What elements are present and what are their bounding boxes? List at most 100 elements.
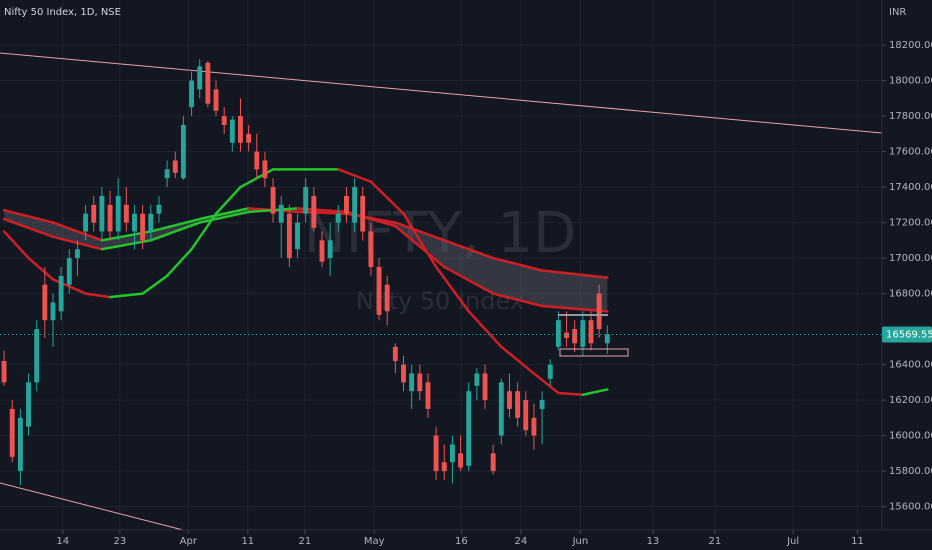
candle-body (580, 320, 586, 347)
candle-body (238, 116, 243, 143)
candle-body (17, 417, 23, 472)
band-fill (4, 208, 608, 312)
last-price-tag (882, 326, 932, 343)
ma-segment (84, 292, 112, 299)
x-tick-label: 24 (515, 536, 528, 547)
candle-body (107, 204, 113, 232)
candle-body (458, 453, 464, 468)
candle-body (401, 364, 406, 383)
candle-body (213, 89, 219, 111)
candle-body (66, 258, 72, 285)
ma-segment (149, 217, 201, 233)
y-tick-label: 17400.00 (889, 182, 932, 193)
candle-body (360, 195, 366, 232)
x-tick-label: 16 (455, 536, 468, 547)
y-tick-label: 17600.00 (889, 147, 932, 158)
candle-body (286, 213, 292, 259)
ma-segment (500, 345, 536, 375)
candle-body (547, 364, 553, 379)
y-tick-label: 18000.00 (889, 76, 932, 87)
candle-body (180, 124, 186, 179)
candle-body (368, 231, 374, 267)
ma-segment (198, 207, 250, 221)
y-tick-label: 16400.00 (889, 360, 932, 371)
x-tick-label: 14 (56, 536, 69, 547)
ma-segment (443, 239, 495, 260)
x-tick-label: 23 (113, 536, 126, 547)
ma-segment (394, 224, 446, 269)
candle-body (343, 195, 349, 214)
candle-body (58, 275, 64, 312)
x-tick-label: 13 (647, 536, 660, 547)
candle-body (588, 320, 594, 344)
ma-segment (581, 388, 609, 396)
candle-body (335, 213, 341, 223)
x-tick-label: 21 (299, 536, 312, 547)
ma-segment (434, 265, 470, 313)
ma-segment (491, 256, 544, 272)
ma-segment (337, 168, 373, 184)
x-tick-label: 11 (851, 536, 864, 547)
candle-body (189, 80, 195, 108)
candle-body (278, 204, 284, 223)
candle-body (425, 382, 431, 409)
candle-body (474, 373, 480, 386)
ma-segment (51, 221, 104, 242)
ma-segment (149, 221, 201, 242)
candle-body (197, 66, 203, 90)
ma-segment (540, 304, 609, 313)
ma-segment (491, 292, 544, 308)
y-tick-label: 16200.00 (889, 395, 932, 406)
y-tick-label: 17200.00 (889, 218, 932, 229)
ma-segment (557, 391, 585, 396)
y-tick-label: 16800.00 (889, 289, 932, 300)
candle-body (531, 417, 537, 436)
candle-body (1, 361, 7, 383)
candle-body (156, 204, 162, 214)
candle-body (376, 266, 382, 315)
candle-body (319, 240, 325, 262)
candle-body (9, 408, 15, 457)
candle-body (449, 444, 455, 463)
candle-body (74, 249, 80, 259)
x-tick-label: May (364, 536, 385, 547)
candle-body (507, 391, 512, 409)
currency: INR (889, 7, 906, 18)
candle-body (115, 195, 121, 232)
candle-body (515, 391, 521, 418)
ma-segment (369, 180, 405, 215)
x-tick-label: Jun (572, 536, 589, 547)
candle-body (140, 213, 146, 241)
candle-body (34, 329, 40, 383)
x-tick-label: Jul (786, 536, 799, 547)
ma-segment (2, 208, 55, 224)
ma-segment (108, 292, 144, 299)
candle-body (433, 435, 439, 472)
ma-segment (2, 217, 55, 239)
candle-body (172, 160, 178, 173)
candle-body (441, 462, 447, 472)
trend-line (0, 52, 883, 134)
candle-body (539, 400, 545, 409)
candle-body (596, 293, 602, 330)
ma-segment (198, 210, 250, 224)
candle-body (327, 240, 333, 259)
candle-body (523, 400, 529, 431)
ma-segment (214, 185, 242, 215)
candle-body (99, 195, 105, 232)
candle-body (132, 213, 137, 232)
candle-body (311, 195, 317, 228)
candle-body (604, 334, 610, 344)
symbol-title: Nifty 50 Index, 1D, NSE (4, 7, 121, 18)
candle-body (221, 116, 227, 125)
ma-segment (402, 212, 438, 269)
last-price-label: 16569.55 (886, 329, 932, 340)
candle-body (164, 169, 170, 179)
candle-body (564, 332, 569, 338)
x-tick-label: Apr (180, 536, 198, 547)
candle-body (91, 204, 97, 223)
y-tick-label: 17000.00 (889, 253, 932, 264)
ma-segment (467, 310, 503, 349)
x-tick-label: 21 (709, 536, 722, 547)
